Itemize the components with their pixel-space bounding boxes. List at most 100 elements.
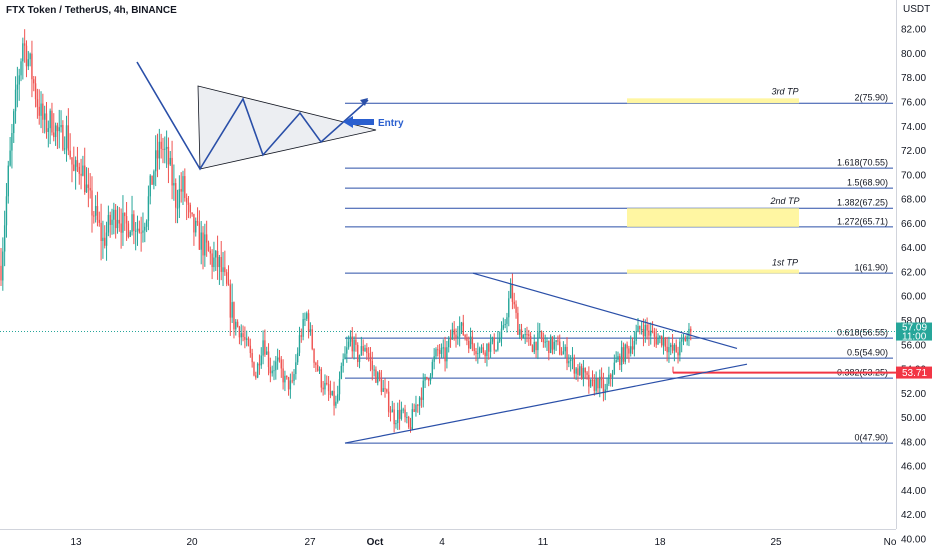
candle-body [486,343,488,357]
candle-body [451,329,454,340]
candle-body [84,165,86,193]
candle-body [511,284,514,302]
candle-body [640,329,643,331]
candle [165,130,168,168]
candle [573,354,575,380]
candle-body [597,378,599,389]
y-tick-label: 44.00 [901,486,926,497]
y-tick-label: 70.00 [901,170,926,181]
candle [659,335,661,344]
candle-body [51,110,53,133]
candle [315,361,317,373]
candle [89,173,91,199]
y-tick-label: 80.00 [901,49,926,60]
candle [431,359,434,379]
candle [251,348,253,368]
candle [504,319,506,329]
candle [682,333,685,346]
candle [378,369,381,382]
candle-body [238,326,241,338]
candle-body [504,323,506,326]
candle-body [544,341,546,343]
candle-body [644,324,646,337]
candle [178,175,181,219]
candle [462,314,464,336]
candle [366,343,368,360]
y-tick-label: 82.00 [901,25,926,36]
candle [131,195,133,236]
candle [23,29,26,63]
candle [125,202,128,241]
candle-body [364,347,366,352]
candle [418,396,421,415]
candle-body [180,189,182,192]
candle-body [637,326,639,333]
candle-body [284,375,286,383]
candle [415,395,417,417]
candle-body [369,356,372,361]
candle-body [34,83,37,100]
candle-body [531,345,534,352]
candle [600,367,603,389]
candle-body [673,344,676,351]
candle-body [442,347,444,349]
candle-body [628,348,630,354]
candle [31,40,33,98]
candle-body [2,251,4,281]
candle [542,332,545,348]
candle [458,316,461,347]
candle [433,348,435,370]
candle-body [566,346,568,364]
candle-body [255,375,257,378]
candle-body [85,184,88,193]
candle [318,366,321,374]
candle [369,347,372,372]
candle [98,211,100,227]
candle [149,174,151,205]
candle [169,150,171,167]
candle-body [488,343,490,352]
candle [344,346,346,360]
candle [14,76,17,124]
candle-body [668,347,670,353]
candle [93,210,95,224]
candle [105,221,108,261]
candle-body [409,427,412,430]
candle-body [58,127,60,132]
candle [684,335,687,342]
candle [646,317,648,340]
candle [253,361,255,377]
candle [20,58,22,82]
candle-body [589,379,592,387]
candle [304,312,306,327]
candle [38,89,40,125]
candle [513,292,515,309]
candle-body [104,237,106,246]
candle [373,365,375,377]
candle-body [549,336,552,354]
candle [446,341,448,369]
candle-body [151,175,153,185]
candle-body [391,409,393,413]
candle [502,317,505,331]
candle-body [371,360,373,370]
candle-body [380,378,383,392]
candle-body [171,157,173,186]
candle-body [599,376,601,389]
candle [611,369,614,387]
candle [233,301,235,339]
entry-label: Entry [378,118,404,129]
candle-body [680,339,683,342]
candle [49,108,51,145]
candle-body [639,326,641,330]
candle [262,330,264,365]
candle-body [422,380,424,400]
candle [307,309,310,339]
candle [389,406,392,422]
candle [91,176,93,233]
candle-body [338,378,341,395]
candle-body [377,372,379,383]
candle-body [411,409,414,430]
candle [255,371,257,380]
